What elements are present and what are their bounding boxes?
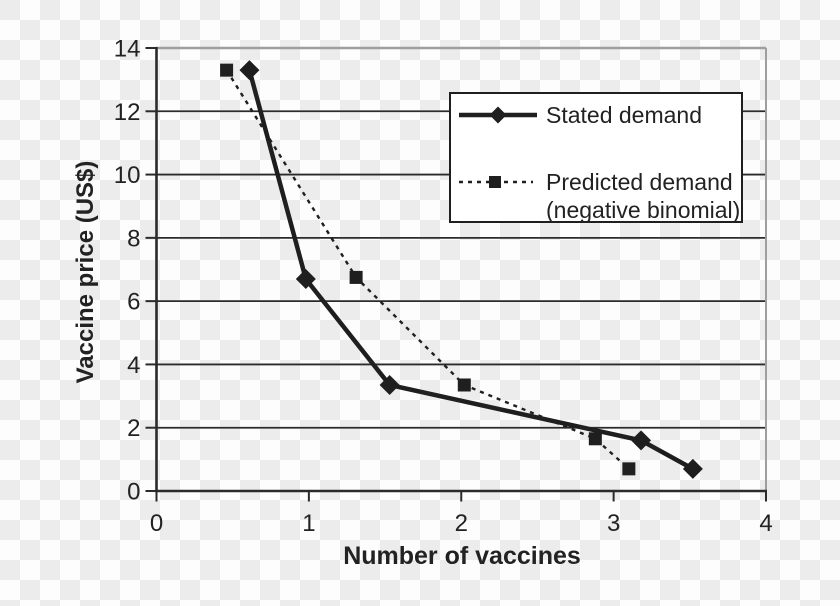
legend-item-predicted-demand: Predicted demand (negative binomial) [457, 168, 740, 224]
legend-label-predicted-demand: Predicted demand (negative binomial) [546, 169, 741, 223]
solid-line-diamond-key-icon [459, 106, 537, 124]
y-tick-label-4: 4 [127, 352, 140, 379]
y-axis-title: Vaccine price (US$) [72, 160, 99, 384]
x-tick-label-0: 0 [150, 510, 163, 537]
y-tick-label-0: 0 [127, 479, 140, 506]
legend: Stated demand Predicted demand (negative… [449, 92, 743, 223]
marker-diamond-stated-demand-3 [631, 430, 652, 451]
marker-diamond-stated-demand-1 [295, 268, 316, 289]
marker-diamond-stated-demand-0 [239, 60, 260, 81]
y-tick-label-10: 10 [114, 162, 141, 189]
y-tick-label-14: 14 [114, 36, 141, 63]
legend-item-stated-demand: Stated demand [457, 102, 702, 128]
marker-square-predicted-demand-negative-binomial-2 [457, 378, 471, 392]
x-tick-label-2: 2 [455, 510, 468, 537]
x-tick-label-3: 3 [607, 510, 620, 537]
dashed-line-square-key-icon [459, 176, 533, 188]
marker-diamond-stated-demand-2 [379, 374, 400, 395]
legend-label-stated-demand: Stated demand [546, 102, 703, 128]
x-axis-title: Number of vaccines [343, 542, 581, 570]
x-tick-label-1: 1 [302, 510, 315, 537]
marker-square-predicted-demand-negative-binomial-1 [349, 270, 363, 284]
y-tick-label-2: 2 [127, 415, 140, 442]
y-tick-label-6: 6 [127, 289, 140, 316]
marker-square-predicted-demand-negative-binomial-3 [588, 432, 602, 446]
marker-square-predicted-demand-negative-binomial-4 [622, 462, 636, 476]
marker-square-predicted-demand-negative-binomial-0 [220, 63, 234, 77]
marker-diamond-stated-demand-4 [682, 458, 703, 479]
y-tick-label-8: 8 [127, 225, 140, 252]
x-tick-label-4: 4 [759, 510, 772, 537]
y-tick-label-12: 12 [114, 99, 141, 126]
